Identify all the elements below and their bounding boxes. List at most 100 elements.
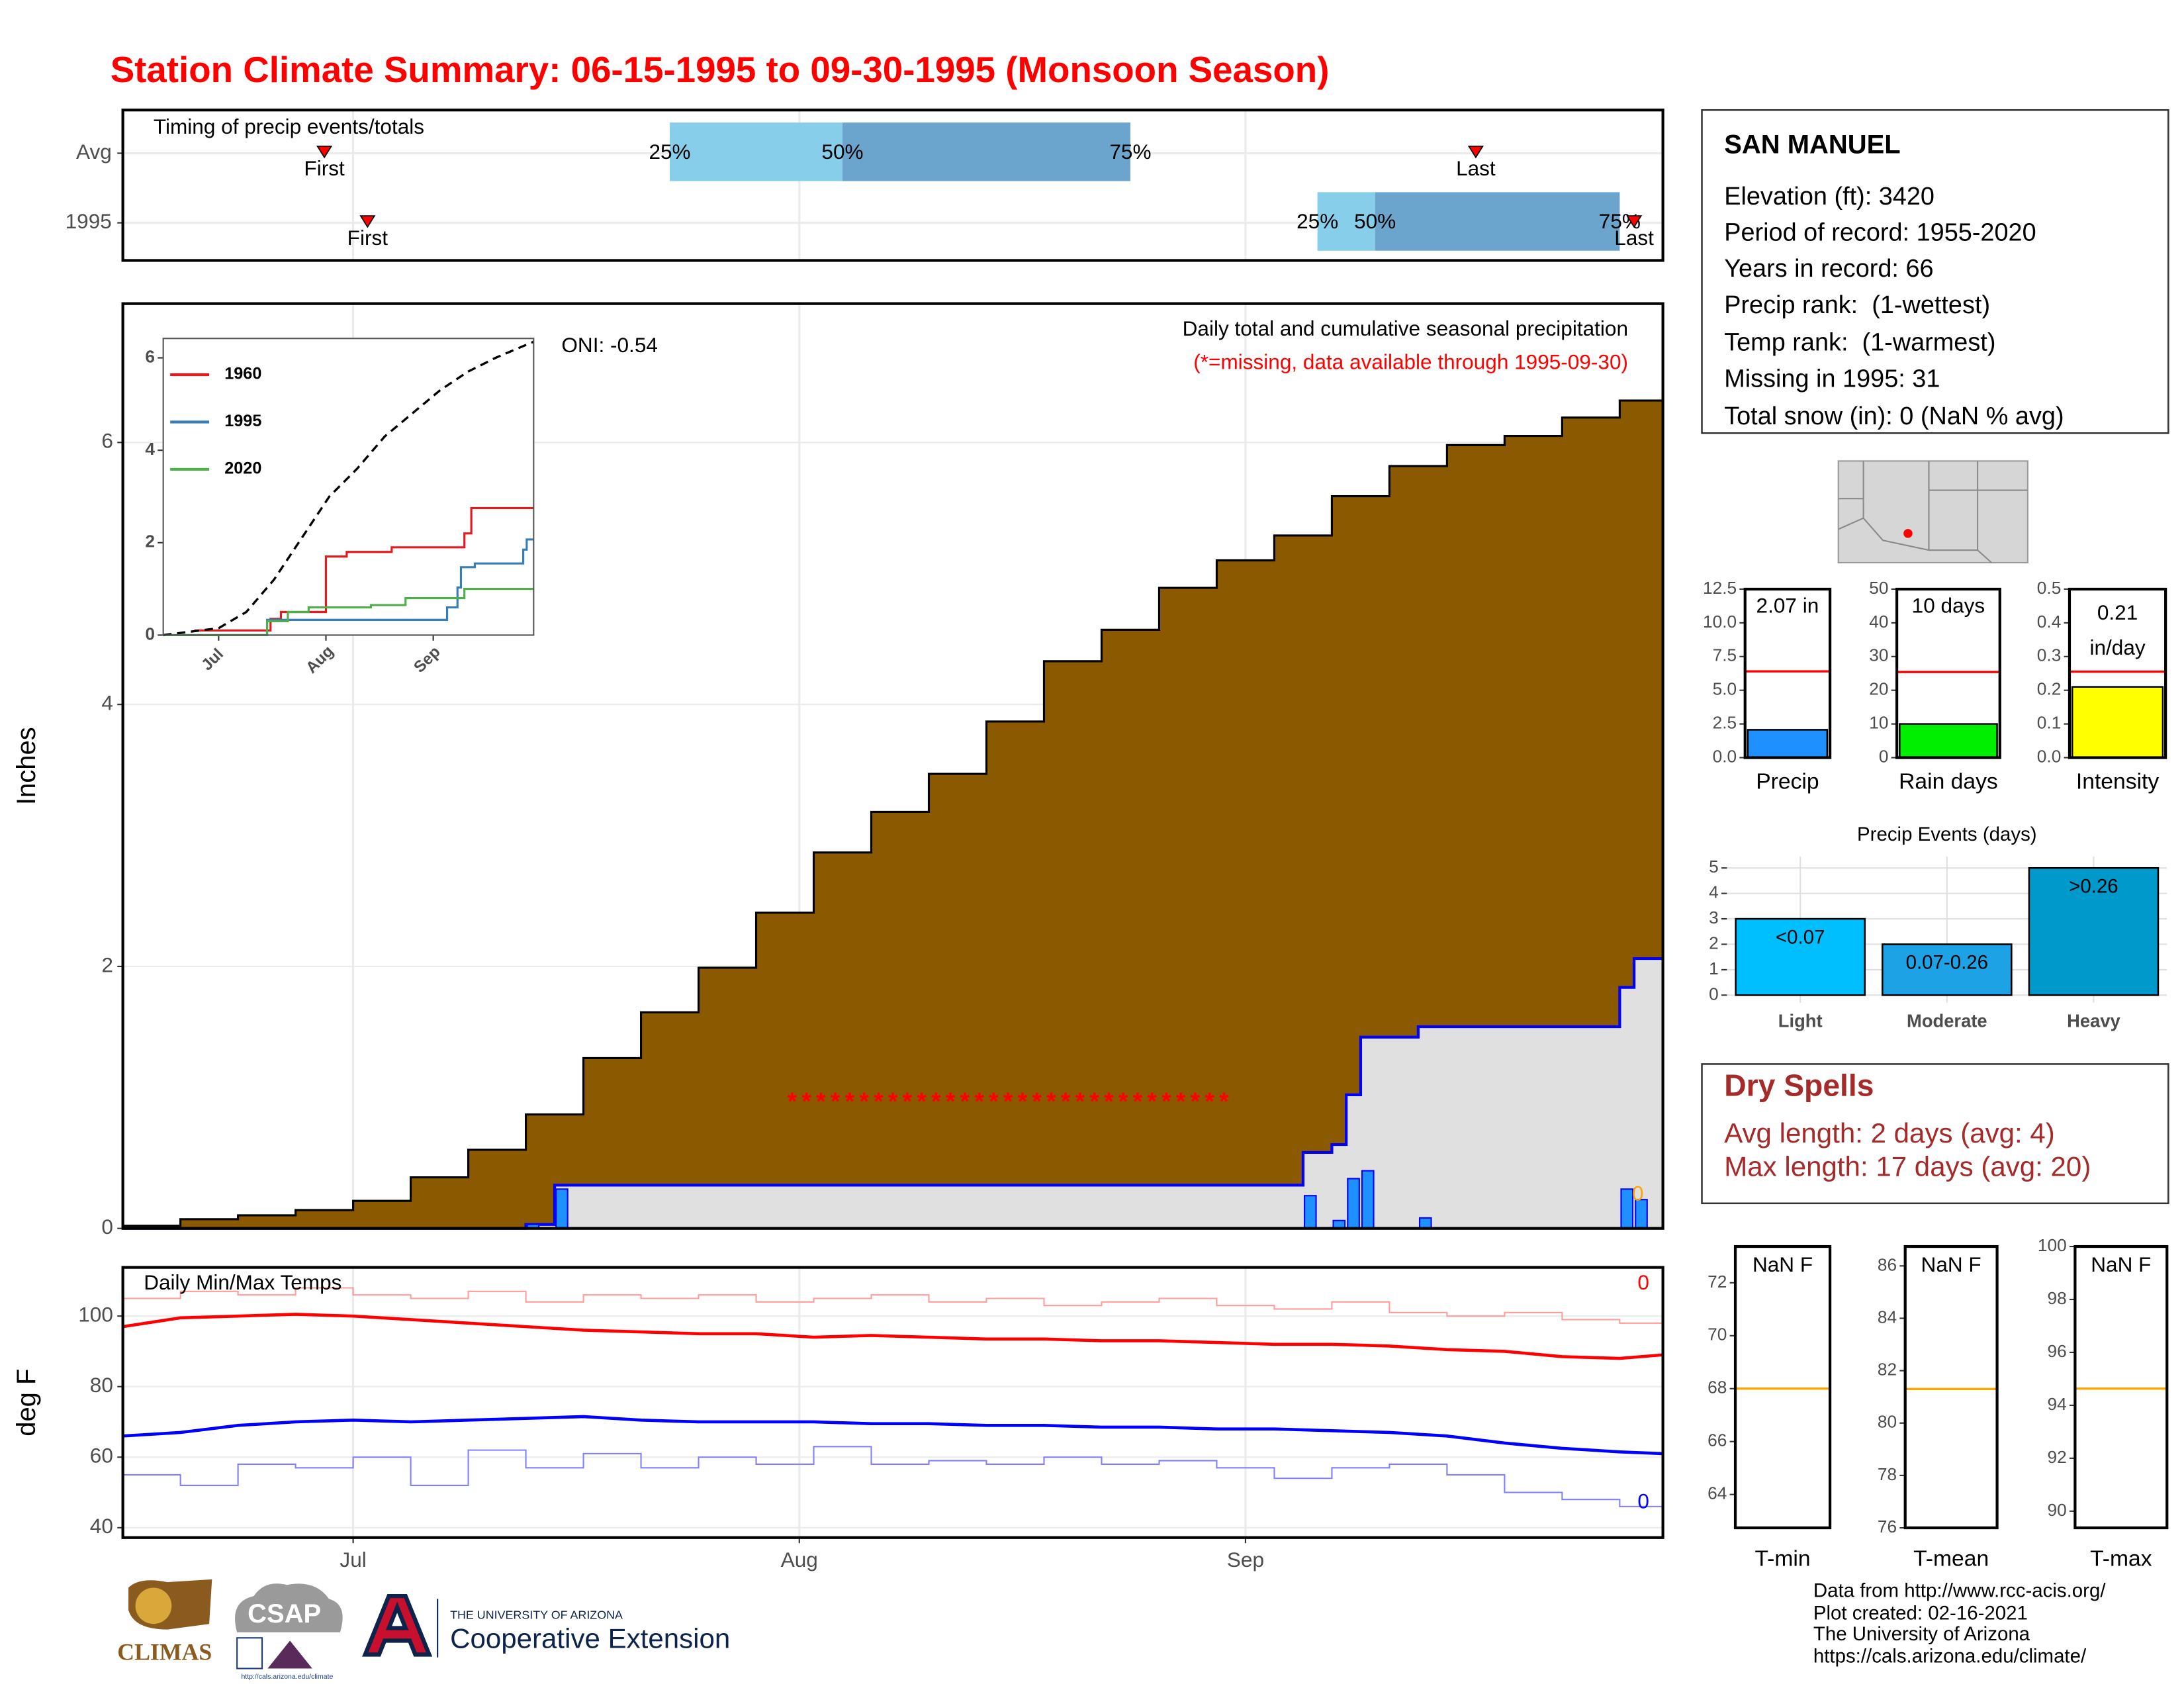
x-tick-label: Jul <box>340 1548 366 1571</box>
y-tick-label: 96 <box>2048 1341 2067 1361</box>
plot-background <box>1735 1246 1831 1528</box>
end-label: 0 <box>1637 1270 1649 1294</box>
y-tick-label: 12.5 <box>1703 578 1737 598</box>
y-tick-label: 78 <box>1878 1464 1897 1484</box>
quartile-label: 25% <box>649 140 690 164</box>
station-box <box>1701 109 2169 434</box>
bar <box>2028 867 2160 996</box>
y-tick-label: 0.1 <box>2037 713 2062 733</box>
y-tick-label: 5 <box>1709 857 1719 876</box>
event-marker <box>1626 215 1643 228</box>
temperature-line <box>122 1415 1663 1456</box>
missing-symbol: * <box>1046 1088 1056 1115</box>
missing-days: * * * * * * * * * * * * * * * * * * * * * * * * * * * * * * * <box>788 1088 1229 1115</box>
plot-frame <box>121 302 1664 1230</box>
y-tick-label: 30 <box>1869 645 1888 665</box>
missing-symbol: * <box>1032 1088 1042 1115</box>
missing-symbol: * <box>917 1088 927 1115</box>
missing-symbol: * <box>874 1088 884 1115</box>
quartile-bar <box>842 122 1130 181</box>
annotation: Daily total and cumulative seasonal prec… <box>1183 316 1628 340</box>
locator-map <box>1837 460 2028 564</box>
y-tick-label: 2 <box>145 532 155 551</box>
annotation: ONI: -0.54 <box>561 333 658 357</box>
quartile-label: 50% <box>1354 209 1396 233</box>
category-label: Intensity <box>2076 769 2160 794</box>
y-tick-label: 0.0 <box>2037 746 2062 766</box>
missing-symbol: * <box>1089 1088 1099 1115</box>
y-tick-label: 4 <box>101 691 113 715</box>
row-label: Avg <box>76 140 112 164</box>
y-tick-label: 0.4 <box>2037 612 2062 632</box>
y-tick-label: 68 <box>1707 1378 1727 1397</box>
climas-text: CLIMAS <box>117 1639 212 1665</box>
csap-text: CSAP <box>248 1599 321 1628</box>
plot-frame <box>2068 587 2167 759</box>
y-tick-label: 10 <box>1869 713 1888 733</box>
y-tick-label: 100 <box>78 1302 113 1326</box>
quartile-bar <box>1317 192 1375 251</box>
dry-spells-line: Max length: 17 days (avg: 20) <box>1724 1150 2091 1182</box>
y-tick-label: 0.0 <box>1713 746 1737 766</box>
chart-title: Precip Events (days) <box>1857 823 2037 845</box>
annotation: 0 <box>1632 1182 1644 1205</box>
cumulative-line <box>122 957 1663 1230</box>
plot-frame <box>1895 587 2001 759</box>
row-label: 1995 <box>66 209 112 233</box>
quartile-bar <box>1375 192 1620 251</box>
missing-symbol: * <box>1161 1088 1171 1115</box>
value-label: 0.21 <box>2097 600 2138 624</box>
y-tick-label: 20 <box>1869 679 1888 699</box>
y-tick-label: 2.5 <box>1713 713 1737 733</box>
category-label: Precip <box>1756 769 1819 794</box>
value-label: NaN F <box>2091 1252 2151 1276</box>
station-line: Period of record: 1955-2020 <box>1724 218 2036 246</box>
category-label: Rain days <box>1899 769 1998 794</box>
missing-symbol: * <box>931 1088 941 1115</box>
y-tick-label: 0 <box>145 624 155 643</box>
plot-frame <box>1903 1244 1999 1530</box>
plot-frame <box>121 1266 1664 1539</box>
missing-symbol: * <box>859 1088 869 1115</box>
missing-symbol: * <box>974 1088 984 1115</box>
y-tick-label: 0.5 <box>2037 578 2062 598</box>
missing-symbol: * <box>788 1088 797 1115</box>
station-line: Precip rank: (1-wettest) <box>1724 291 1990 319</box>
event-label: First <box>304 156 345 180</box>
daily-bar <box>1620 1188 1634 1229</box>
value-label: 2.07 in <box>1756 594 1819 618</box>
series-line <box>163 538 534 636</box>
y-tick-label: 40 <box>1869 612 1888 632</box>
value-label: in/day <box>2089 635 2145 659</box>
station-line: Elevation (ft): 3420 <box>1724 183 1934 211</box>
csap-cloud <box>235 1583 343 1632</box>
y-tick-label: 0.2 <box>2037 679 2062 699</box>
missing-symbol: * <box>1190 1088 1200 1115</box>
quartile-bar <box>670 122 843 181</box>
csap-mountain <box>267 1640 312 1669</box>
category-label: T-mean <box>1913 1546 1989 1571</box>
y-axis-title: Inches <box>12 727 41 805</box>
plot-background <box>1905 1246 1997 1528</box>
dry-spells-box <box>1701 1063 2169 1205</box>
footer-line: The University of Arizona <box>1813 1623 2030 1645</box>
state-border <box>1838 517 1864 530</box>
gauge-bar <box>1747 729 1829 759</box>
event-marker <box>1467 146 1484 159</box>
y-tick-label: 82 <box>1878 1360 1897 1380</box>
event-label: First <box>347 226 388 250</box>
legend-label: 1995 <box>224 412 261 430</box>
y-tick-label: 40 <box>90 1514 113 1538</box>
y-tick-label: 92 <box>2048 1447 2067 1467</box>
missing-symbol: * <box>1176 1088 1186 1115</box>
y-tick-label: 2 <box>1709 933 1719 953</box>
station-name: SAN MANUEL <box>1724 130 1900 159</box>
quartile-label: 50% <box>821 140 863 164</box>
y-tick-label: 66 <box>1707 1430 1727 1450</box>
daily-bar <box>555 1188 569 1229</box>
footer-line: Data from http://www.rcc-acis.org/ <box>1813 1580 2106 1602</box>
plot-background <box>163 338 534 635</box>
x-tick-label: Light <box>1778 1011 1823 1031</box>
missing-symbol: * <box>946 1088 956 1115</box>
